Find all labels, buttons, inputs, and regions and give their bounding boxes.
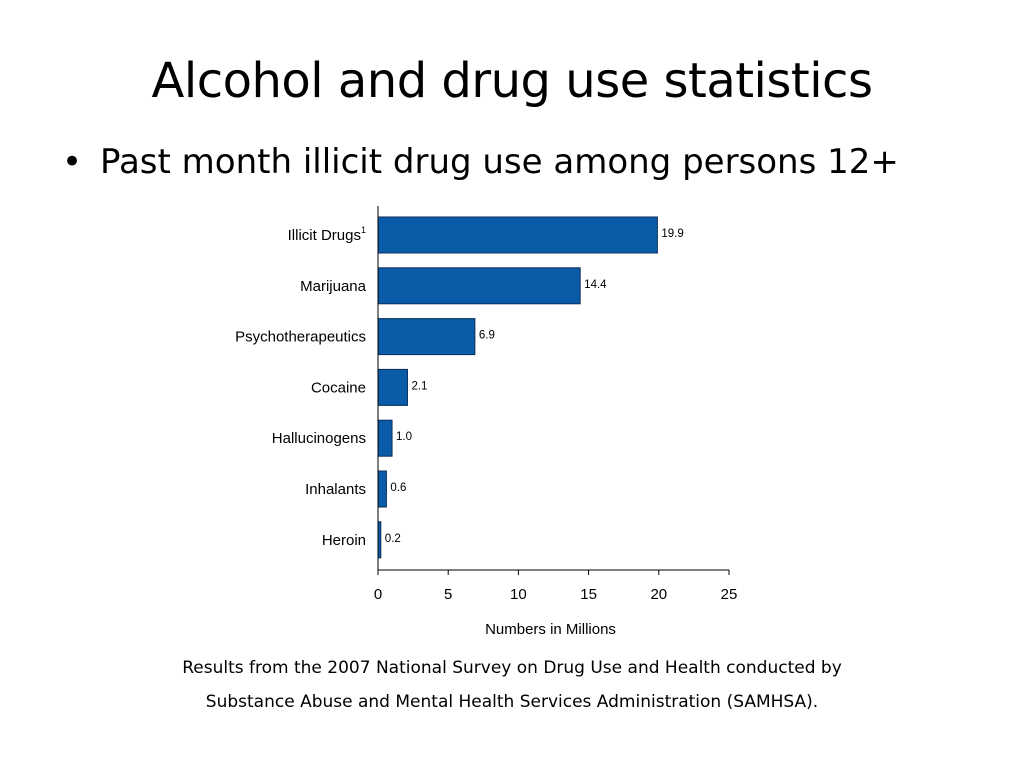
data-label: 2.1 — [411, 380, 427, 392]
bullet-point: • Past month illicit drug use among pers… — [62, 140, 982, 184]
bullet-text: Past month illicit drug use among person… — [100, 142, 899, 182]
bar — [377, 470, 387, 508]
bar — [377, 368, 408, 406]
source-caption-line-1: Results from the 2007 National Survey on… — [182, 658, 842, 678]
x-axis-title: Numbers in Millions — [485, 621, 616, 638]
category-label: Hallucinogens — [272, 430, 366, 447]
category-label: Inhalants — [305, 481, 366, 498]
category-label: Illicit Drugs1 — [288, 225, 366, 244]
x-tick-label: 25 — [721, 586, 738, 603]
footnote-marker: 1 — [361, 225, 366, 235]
category-label: Psychotherapeutics — [235, 329, 366, 346]
x-tick-label: 20 — [650, 586, 667, 603]
data-label: 19.9 — [661, 228, 683, 240]
bar — [377, 318, 476, 356]
category-label: Marijuana — [300, 278, 367, 295]
data-label: 0.6 — [390, 482, 406, 494]
category-label: Cocaine — [311, 379, 366, 396]
data-label: 6.9 — [479, 330, 495, 342]
x-tick-label: 5 — [444, 586, 452, 603]
data-label: 14.4 — [584, 279, 607, 291]
data-label: 1.0 — [396, 431, 412, 443]
source-caption-line-2: Substance Abuse and Mental Health Servic… — [205, 692, 819, 712]
x-tick-label: 0 — [374, 586, 382, 603]
bullet-dot-icon: • — [62, 142, 83, 182]
data-label: 0.2 — [385, 533, 401, 545]
slide-title: Alcohol and drug use statistics — [151, 53, 873, 109]
x-tick-label: 15 — [580, 586, 597, 603]
category-label: Heroin — [322, 532, 366, 549]
bar — [377, 267, 581, 305]
x-tick-label: 10 — [510, 586, 527, 603]
bar — [377, 419, 393, 457]
bar — [377, 216, 658, 254]
